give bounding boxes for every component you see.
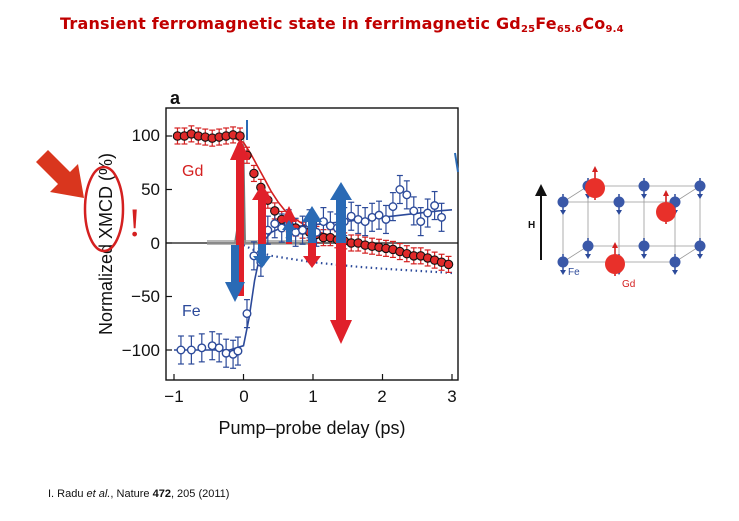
fe-data-point (430, 201, 440, 211)
gd-spin-arrowhead (592, 166, 598, 172)
blue-down-arrow (253, 244, 271, 268)
fe-data-point (298, 225, 308, 235)
fe-spin-arrowhead (641, 194, 647, 199)
fe-atom (613, 196, 625, 208)
fe-spin-arrowhead (641, 254, 647, 259)
y-axis-label: Normalized XMCD (%) (96, 153, 116, 335)
ytick-label: 0 (151, 234, 160, 253)
fe-atom (669, 256, 681, 268)
panel-label: a (170, 88, 181, 108)
fe-data-point (214, 343, 224, 353)
xtick-label: 0 (239, 387, 248, 406)
fe-data-point (374, 210, 384, 220)
gd-atom (585, 178, 605, 198)
x-axis-label: Pump–probe delay (ps) (218, 418, 405, 438)
fe-data-point (402, 190, 412, 200)
fe-data-point (409, 206, 419, 216)
x-tick-labels: −1 0 1 2 3 (164, 387, 456, 406)
ytick-label: 100 (132, 126, 160, 145)
xtick-label: 2 (377, 387, 386, 406)
callout-circle (83, 165, 125, 253)
gd-data-point (249, 168, 259, 179)
fe-data-point (360, 217, 370, 227)
fe-data-point (423, 208, 433, 218)
slide-title: Transient ferromagnetic state in ferrima… (60, 14, 624, 35)
blue-down-arrow (225, 245, 245, 302)
series-label-gd: Gd (182, 163, 203, 180)
callout-arrow (36, 150, 84, 198)
ytick-label: −50 (131, 287, 160, 306)
fe-atom (557, 196, 569, 208)
dotted-fit-line (243, 244, 453, 275)
fe-data-point (416, 217, 426, 227)
fe-spin-arrowhead (560, 210, 566, 215)
fe-atom (638, 180, 650, 192)
blue-up-arrow (282, 220, 296, 242)
fe-data-point (381, 214, 391, 224)
red-down-arrow (330, 243, 352, 344)
field-label: H (528, 220, 535, 231)
gd-data-point (443, 259, 454, 270)
data-points (172, 129, 454, 359)
fe-data-point (186, 345, 196, 355)
xtick-label: 1 (308, 387, 317, 406)
blue-up-arrow (302, 206, 322, 244)
red-up-arrow (230, 138, 250, 296)
gd-spin-arrowhead (612, 242, 618, 248)
gd-atom (605, 254, 625, 274)
lattice-box (561, 185, 702, 263)
ytick-label: −100 (122, 341, 160, 360)
gd-spin-arrowhead (663, 190, 669, 196)
fe-atom (694, 240, 706, 252)
y-tick-labels: 100 50 0 −50 −100 (122, 126, 160, 360)
small-blue-arrow (454, 152, 459, 173)
axis-ticks (166, 135, 453, 380)
fe-data-point (176, 345, 186, 355)
spin-lattice-diagram: H Fe Gd (528, 166, 706, 290)
red-down-arrow (303, 243, 321, 268)
fe-data-point (388, 202, 398, 212)
fe-data-point (395, 184, 405, 194)
fe-atom-label: Fe (568, 267, 580, 278)
fe-data-point (270, 219, 280, 229)
fe-data-point (437, 212, 447, 222)
fe-spin-arrowhead (697, 194, 703, 199)
fe-spin-arrowhead (697, 254, 703, 259)
series-label-fe: Fe (182, 303, 201, 320)
fe-data-point (233, 346, 243, 356)
xtick-label: −1 (164, 387, 183, 406)
gd-atom-label: Gd (622, 279, 635, 290)
fe-spin-arrowhead (616, 210, 622, 215)
xtick-label: 3 (447, 387, 456, 406)
ytick-label: 50 (141, 180, 160, 199)
fe-atom (582, 240, 594, 252)
plot-frame (165, 107, 459, 381)
fe-data-point (242, 309, 252, 319)
gd-data-point (270, 206, 280, 216)
exclamation-mark: ! (128, 200, 141, 245)
magnetization-arrows (225, 138, 352, 344)
fe-atom (557, 256, 569, 268)
field-arrowhead (535, 184, 547, 196)
red-up-arrow (252, 184, 272, 246)
fe-atom (638, 240, 650, 252)
blue-up-arrow (330, 182, 352, 244)
citation: I. Radu et al., Nature 472, 205 (2011) (48, 488, 230, 500)
gd-atom (656, 202, 676, 222)
fe-spin-arrowhead (672, 270, 678, 275)
fe-spin-arrowhead (560, 270, 566, 275)
fe-data-point (197, 343, 207, 353)
fe-spin-arrowhead (585, 254, 591, 259)
fe-atom (694, 180, 706, 192)
atoms (557, 166, 706, 276)
